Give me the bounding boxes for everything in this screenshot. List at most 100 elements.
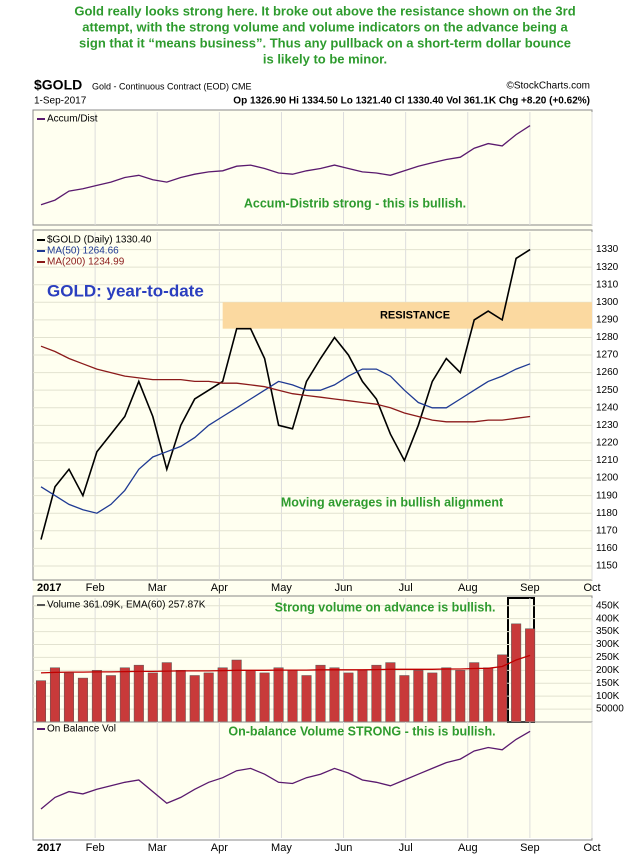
volume-bar [245,670,256,723]
x-tick-label: Jul [399,582,413,594]
volume-bar [259,672,270,723]
volume-bar [91,670,102,723]
x-tick-label: Apr [211,582,228,594]
series-line [40,654,531,674]
volume-bar [77,677,88,723]
quote: Op 1326.90 Hi 1334.50 Lo 1321.40 Cl 1330… [233,96,590,107]
y-tick-label: 1240 [596,402,619,413]
x-tick-label: Sep [520,582,540,594]
volume-bar [469,662,480,723]
volume-bar [385,662,396,723]
x-tick-label: Feb [86,842,105,854]
volume-bar [175,670,186,723]
volume-bar [231,659,242,723]
panel-annotation: On-balance Volume STRONG - this is bulli… [228,724,495,738]
y-tick-label: 1280 [596,332,619,343]
annotation-line: is likely to be minor. [263,51,387,66]
y-tick-label: 100K [596,691,620,702]
x-tick-label: Oct [583,842,600,854]
symbol: $GOLD [34,77,82,93]
volume-bar [399,675,410,723]
y-tick-label: 1210 [596,455,619,466]
volume-bar [441,667,452,723]
volume-bar [455,670,466,723]
y-tick-label: 1270 [596,350,619,361]
volume-bar [287,670,298,723]
volume-bar [315,664,326,723]
y-tick-label: 350K [596,626,620,637]
x-tick-label: Jun [335,842,353,854]
volume-bar [217,667,228,723]
y-tick-label: 1180 [596,508,618,519]
y-tick-label: 150K [596,678,620,689]
x-tick-label: May [271,842,292,854]
volume-bar [119,667,130,723]
y-tick-label: 50000 [596,704,624,715]
x-tick-label: Aug [458,842,478,854]
y-tick-label: 1200 [596,473,619,484]
x-tick-label: Aug [458,582,478,594]
date: 1-Sep-2017 [34,96,87,107]
y-tick-label: 1220 [596,438,619,449]
series-line [40,363,531,514]
y-tick-label: 300K [596,639,620,650]
y-tick-label: 1260 [596,367,619,378]
series-line [40,125,531,206]
y-tick-label: 1310 [596,279,619,290]
panel-annotation: Moving averages in bullish alignment [281,495,504,509]
panel-title: On Balance Vol [47,724,116,735]
annotation-line: attempt, with the strong volume and volu… [82,19,568,34]
volume-bar [413,670,424,723]
name: Gold - Continuous Contract (EOD) CME [92,81,252,91]
panel-title: GOLD: year-to-date [47,281,204,300]
legend-entry: $GOLD (Daily) 1330.40 [47,235,152,246]
volume-bar [49,667,60,723]
series-line [40,730,531,810]
volume-bar [189,675,200,723]
resistance-band [222,302,593,329]
x-tick-label: Jun [335,582,353,594]
panel-title: Volume 361.09K, EMA(60) 257.87K [47,600,206,611]
y-tick-label: 1170 [596,525,618,536]
x-tick-label: Oct [583,582,600,594]
y-tick-label: 450K [596,600,620,611]
y-tick-label: 1150 [596,561,618,572]
y-tick-label: 1320 [596,262,619,273]
legend-entry: MA(50) 1264.66 [47,246,119,257]
x-tick-label: Sep [520,842,540,854]
x-tick-label: Feb [86,582,105,594]
x-tick-label: 2017 [37,582,61,594]
y-tick-label: 1160 [596,543,618,554]
annotation: Gold really looks strong here. It broke … [74,3,575,66]
volume-bar [483,667,494,723]
volume-bar [329,667,340,723]
volume-bar [525,628,536,723]
x-tick-label: Apr [211,842,228,854]
x-tick-label: May [271,582,292,594]
volume-bar [343,672,354,723]
y-tick-label: 200K [596,665,620,676]
volume-bar [203,672,214,723]
panel-annotation: Strong volume on advance is bullish. [275,600,496,614]
legend-entry: MA(200) 1234.99 [47,257,125,268]
volume-bar [147,672,158,723]
panel-title: Accum/Dist [47,114,98,125]
y-tick-label: 1290 [596,315,619,326]
y-tick-label: 1190 [596,490,618,501]
x-tick-label: 2017 [37,842,61,854]
y-tick-label: 1230 [596,420,619,431]
volume-bar [371,664,382,723]
volume-bar [273,667,284,723]
x-tick-label: Jul [399,842,413,854]
volume-bar [427,672,438,723]
series-line [40,248,531,540]
y-tick-label: 1330 [596,244,619,255]
series-line [40,345,531,423]
volume-bar [301,675,312,723]
volume-bar [35,680,47,723]
x-tick-label: Mar [148,842,167,854]
panel-annotation: Accum-Distrib strong - this is bullish. [244,196,466,210]
y-tick-label: 1300 [596,297,619,308]
x-tick-label: Mar [148,582,167,594]
volume-bar [357,670,368,723]
